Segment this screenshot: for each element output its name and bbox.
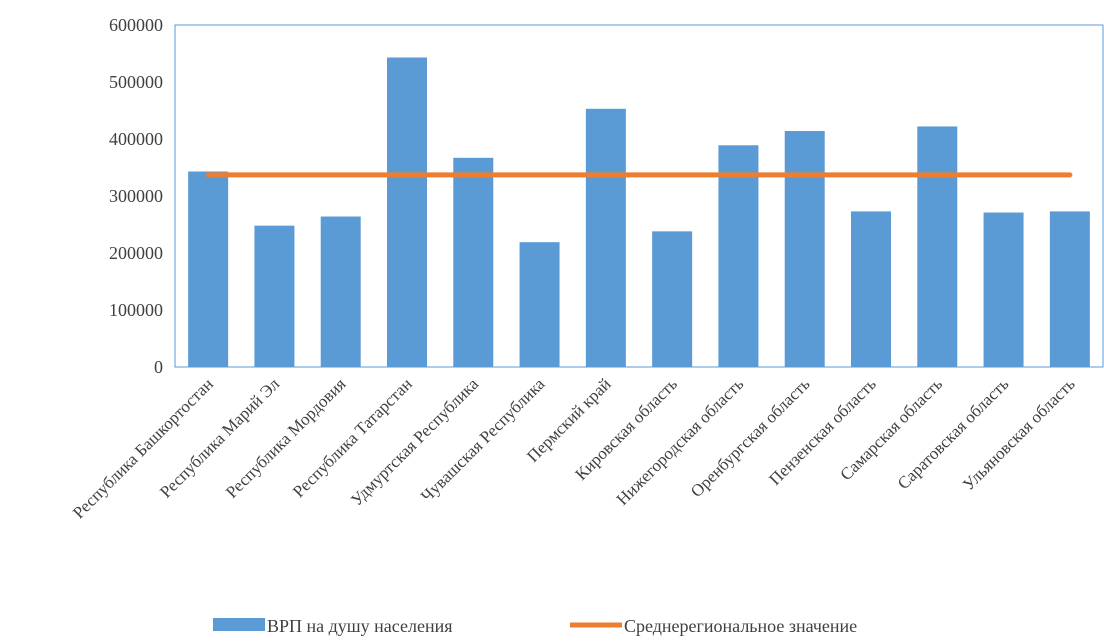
bar xyxy=(188,171,229,367)
bar-series xyxy=(188,57,1090,368)
legend: ВРП на душу населения Среднерегиональное … xyxy=(213,616,857,636)
legend-label: ВРП на душу населения xyxy=(267,616,453,636)
y-tick-label: 600000 xyxy=(109,15,163,35)
plot-area xyxy=(174,24,1104,368)
y-tick-label: 100000 xyxy=(109,300,163,320)
x-tick-label: Нижегородская область xyxy=(613,374,748,509)
bar xyxy=(718,145,759,367)
y-tick-label: 400000 xyxy=(109,129,163,149)
y-axis: 0 100000 200000 300000 400000 500000 600000 xyxy=(109,15,163,377)
y-tick-label: 0 xyxy=(154,357,163,377)
y-tick-label: 200000 xyxy=(109,243,163,263)
x-tick-label: Республика Татарстан xyxy=(289,374,416,501)
y-tick-label: 500000 xyxy=(109,72,163,92)
y-tick-label: 300000 xyxy=(109,186,163,206)
bar xyxy=(254,225,295,367)
bar xyxy=(387,57,427,368)
legend-bar-swatch xyxy=(213,618,265,631)
bar xyxy=(585,108,626,367)
x-tick-label: Удмуртская Республика xyxy=(347,374,482,509)
x-tick-label: Саратовская область xyxy=(894,374,1013,493)
bar xyxy=(453,157,494,367)
bar xyxy=(983,212,1024,367)
x-tick-label: Чувашская Республика xyxy=(417,374,549,506)
legend-label: Среднерегиональное значение xyxy=(624,616,857,636)
bar xyxy=(851,211,891,367)
bar xyxy=(917,126,958,368)
bar xyxy=(784,131,825,367)
x-tick-label: Оренбургская область xyxy=(687,374,814,501)
x-tick-label: Республика Марий Эл xyxy=(156,374,284,502)
bar xyxy=(652,231,693,367)
bar xyxy=(519,242,560,367)
bar xyxy=(320,216,361,367)
x-tick-label: Ульяновская область xyxy=(959,374,1079,494)
bar xyxy=(1049,211,1090,367)
x-tick-label: Республика Мордовия xyxy=(222,374,350,502)
plot-border xyxy=(174,24,1104,368)
